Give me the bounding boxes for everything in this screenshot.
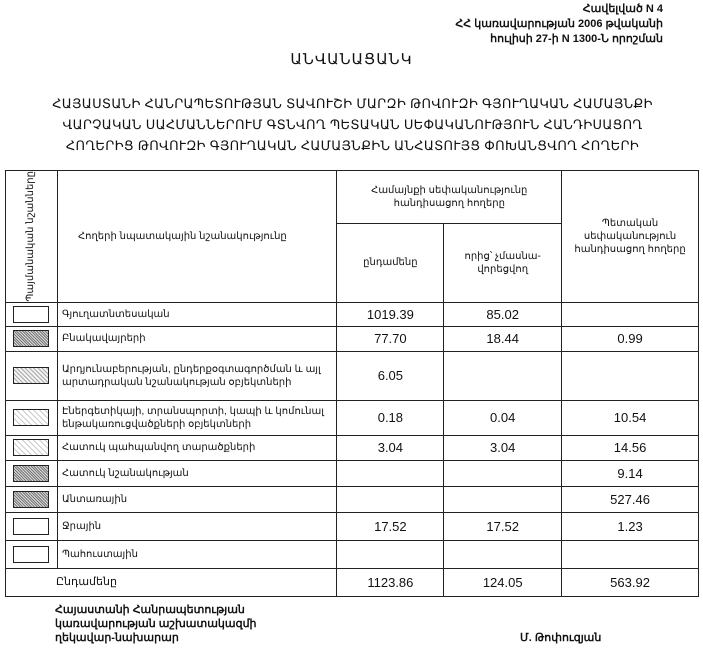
total-cell [336, 485, 445, 513]
document-title: ԱՆՎԱՆԱՑԱՆԿ [290, 51, 413, 68]
total-cell [336, 539, 445, 569]
table-row: Անտառային 527.46 [5, 485, 699, 513]
land-table: Պայմանական նշանները Հողերի նպատակային նշ… [4, 169, 699, 597]
legend-cell [5, 301, 58, 327]
legend-swatch [13, 490, 50, 508]
non-privatized-cell: 3.04 [443, 434, 563, 461]
total-cell: 17.52 [336, 511, 445, 541]
subtitle-line: ՀԱՅԱՍՏԱՆԻ ՀԱՆՐԱՊԵՏՈՒԹՅԱՆ ՏԱՎՈՒՇԻ ՄԱՐԶԻ Թ… [52, 96, 653, 111]
purpose-cell: Բնակավայրերի [56, 325, 338, 352]
total-cell: 1019.39 [336, 301, 445, 327]
state-cell: 10.54 [561, 399, 699, 436]
legend-swatch [13, 517, 50, 535]
header-non-privatized: որից՝ չմասնա-վորեցվող [443, 223, 563, 303]
state-cell: 14.56 [561, 434, 699, 461]
totals-row: Ընդամենը 1123.86 124.05 563.92 [4, 567, 699, 597]
table-row: Բնակավայրերի 77.70 18.44 0.99 [5, 325, 699, 352]
legend-swatch [13, 305, 50, 323]
non-privatized-cell [443, 539, 563, 569]
annex-line: ՀՀ կառավարության 2006 թվականի [455, 18, 663, 30]
non-privatized-cell: 18.44 [443, 325, 563, 352]
header-legend-text: Պայմանական նշանները [25, 171, 37, 302]
legend-swatch [13, 367, 50, 385]
state-cell: 527.46 [561, 485, 699, 513]
purpose-cell: Հատուկ պահպանվող տարածքների [56, 434, 338, 461]
purpose-cell: Արդյունաբերության, ընդերքօգտագործման և ա… [56, 350, 338, 401]
annex-line: Հավելված N 4 [582, 3, 663, 15]
non-privatized-cell: 0.04 [443, 399, 563, 436]
state-cell: 0.99 [561, 325, 699, 352]
non-privatized-cell [443, 350, 563, 401]
state-cell: 1.23 [561, 511, 699, 541]
total-cell [336, 459, 445, 487]
non-privatized-cell: 17.52 [443, 511, 563, 541]
table-row: Գյուղատնտեսական 1019.39 85.02 [5, 301, 699, 327]
non-privatized-cell: 85.02 [443, 301, 563, 327]
state-cell: 9.14 [561, 459, 699, 487]
state-cell [561, 350, 699, 401]
state-cell [561, 301, 699, 327]
legend-cell [5, 459, 58, 487]
legend-cell [5, 325, 58, 352]
legend-swatch [13, 464, 50, 482]
legend-swatch [13, 330, 50, 348]
header-total: ընդամենը [336, 223, 445, 303]
purpose-cell: Պահուստային [56, 539, 338, 569]
table-row: Էներգետիկայի, տրանսպորտի, կապի և կոմունա… [5, 399, 699, 436]
signatory-name: Մ. Թոփուզյան [520, 632, 602, 644]
header-purpose: Հողերի նպատակային նշանակությունը [56, 170, 338, 303]
legend-cell [5, 350, 58, 401]
annex-line: հուլիսի 27-ի N 1300-Ն որոշման [490, 33, 663, 45]
legend-cell [5, 539, 58, 569]
state-cell [561, 539, 699, 569]
annex-reference: Հավելված N 4 ՀՀ կառավարության 2006 թվակա… [455, 2, 663, 47]
header-community: Համայնքի սեփականությունը հանդիսացող հողե… [336, 169, 563, 225]
non-privatized-cell [443, 485, 563, 513]
subtitle-line: ՎԱՐՉԱԿԱՆ ՍԱՀՄԱՆՆԵՐՈՒՄ ԳՏՆՎՈՂ ՊԵՏԱԿԱՆ ՍԵՓ… [62, 117, 643, 132]
total-cell: 77.70 [336, 325, 445, 352]
purpose-cell: Անտառային [56, 485, 338, 513]
totals-label: Ընդամենը [4, 567, 338, 597]
legend-swatch [13, 439, 50, 457]
signatory-title-line: ղեկավար-նախարար [55, 632, 179, 644]
table-row: Հատուկ պահպանվող տարածքների 3.04 3.04 14… [5, 434, 699, 461]
total-cell: 6.05 [336, 350, 445, 401]
table-row: Հատուկ նշանակության 9.14 [5, 459, 699, 487]
legend-cell [5, 399, 58, 436]
table-row: Ջրային 17.52 17.52 1.23 [5, 511, 699, 541]
header-legend: Պայմանական նշանները [5, 170, 58, 303]
legend-cell [5, 485, 58, 513]
legend-swatch [13, 409, 50, 427]
header-state: Պետական սեփականություն հանդիսացող հողերը [561, 170, 699, 303]
totals-state: 563.92 [561, 567, 699, 597]
signatory-title-line: կառավարության աշխատակազմի [55, 618, 257, 630]
legend-cell [5, 511, 58, 541]
non-privatized-cell [443, 459, 563, 487]
purpose-cell: Ջրային [56, 511, 338, 541]
purpose-cell: Հատուկ նշանակության [56, 459, 338, 487]
signatory-title: Հայաստանի Հանրապետության կառավարության ա… [55, 603, 257, 645]
table-row: Արդյունաբերության, ընդերքօգտագործման և ա… [5, 350, 699, 401]
purpose-cell: Էներգետիկայի, տրանսպորտի, կապի և կոմունա… [56, 399, 338, 436]
legend-cell [5, 434, 58, 461]
purpose-cell: Գյուղատնտեսական [56, 301, 338, 327]
signatory-title-line: Հայաստանի Հանրապետության [55, 604, 245, 616]
totals-non-privatized: 124.05 [443, 567, 563, 597]
table-row: Պահուստային [5, 539, 699, 569]
document-subtitle: ՀԱՅԱՍՏԱՆԻ ՀԱՆՐԱՊԵՏՈՒԹՅԱՆ ՏԱՎՈՒՇԻ ՄԱՐԶԻ Թ… [20, 93, 685, 156]
legend-swatch [13, 545, 50, 563]
totals-total: 1123.86 [336, 567, 445, 597]
total-cell: 3.04 [336, 434, 445, 461]
subtitle-line: ՀՈՂԵՐԻՑ ԹՈՎՈՒԶԻ ԳՅՈՒՂԱԿԱՆ ՀԱՄԱՅՆՔԻՆ ԱՆՀԱ… [65, 138, 640, 153]
total-cell: 0.18 [336, 399, 445, 436]
